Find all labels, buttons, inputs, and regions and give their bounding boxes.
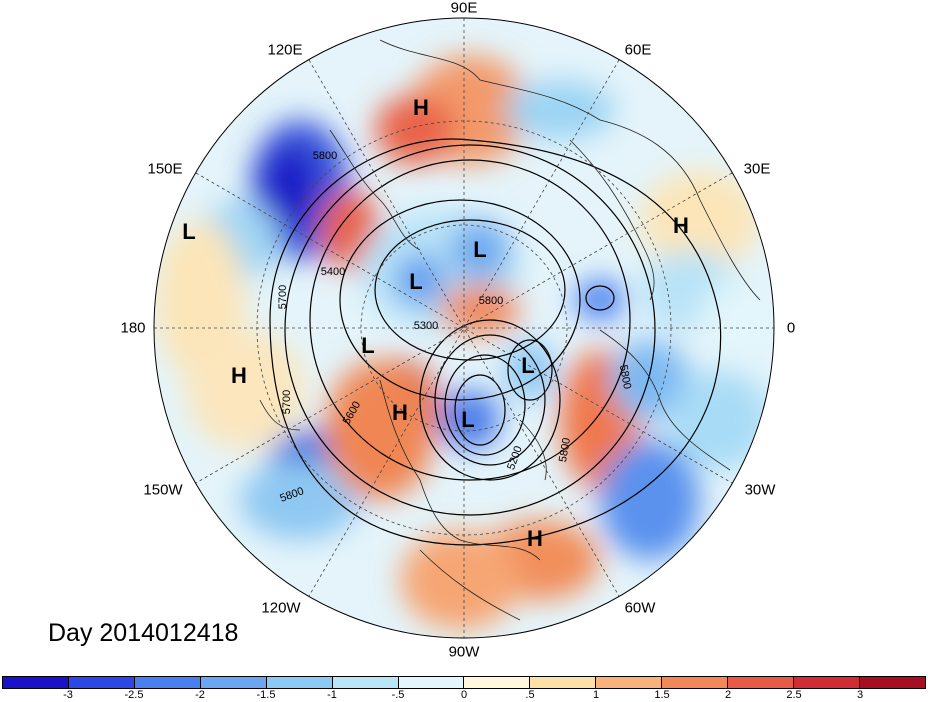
lon-label-120e: 120E	[267, 41, 303, 59]
colorbar-tick: 0	[460, 689, 468, 701]
low-pressure-marker: L	[461, 407, 475, 432]
contour-label: 5800	[312, 150, 338, 162]
colorbar-swatch	[728, 677, 795, 688]
low-pressure-marker: L	[182, 219, 196, 244]
contour-label: 5700	[281, 389, 293, 415]
lon-label-150e: 150E	[147, 160, 183, 178]
colorbar-swatch	[859, 677, 925, 688]
contour-label: 5800	[478, 295, 504, 307]
colorbar-tick: -2	[195, 689, 205, 701]
high-pressure-marker: H	[527, 526, 543, 551]
map-boundary	[153, 17, 775, 639]
colorbar-tick: 1.5	[654, 689, 670, 701]
colorbar-tick: -1	[327, 689, 337, 701]
colorbar-swatch	[596, 677, 663, 688]
colorbar-tick: 2.5	[786, 689, 802, 701]
colorbar-swatch	[68, 677, 135, 688]
lon-label-60w: 60W	[624, 599, 656, 617]
high-pressure-marker: H	[392, 400, 408, 425]
lon-label-0: 0	[786, 319, 796, 337]
colorbar-swatch	[134, 677, 201, 688]
graticule	[154, 18, 774, 638]
colorbar-tick: 1	[592, 689, 600, 701]
coastlines	[259, 39, 761, 621]
lon-label-30w: 30W	[744, 481, 776, 499]
colorbar-swatch	[794, 677, 860, 688]
colorbar-swatch	[398, 677, 465, 688]
contour-label: 5300	[413, 320, 439, 332]
colorbar-tick: -.5	[391, 689, 405, 701]
colorbar-swatch	[530, 677, 597, 688]
low-pressure-marker: L	[521, 353, 535, 378]
anomaly-field	[154, 18, 774, 638]
colorbar-swatch	[662, 677, 729, 688]
lon-label-60e: 60E	[624, 41, 652, 59]
lon-label-30e: 30E	[743, 160, 771, 178]
low-pressure-marker: L	[409, 269, 423, 294]
lon-label-150w: 150W	[143, 481, 183, 499]
colorbar-swatch	[3, 677, 69, 688]
colorbar-swatch	[200, 677, 267, 688]
high-pressure-marker: H	[413, 95, 429, 120]
colorbar-tick: -2.5	[124, 689, 144, 701]
colorbar-tick: -1.5	[256, 689, 276, 701]
colorbar-tick: -3	[63, 689, 73, 701]
lon-label-90w: 90W	[448, 643, 480, 661]
colorbar-swatch	[266, 677, 333, 688]
colorbar	[2, 676, 926, 689]
high-pressure-marker: H	[673, 213, 689, 238]
low-pressure-marker: L	[361, 333, 375, 358]
lon-label-90e: 90E	[450, 0, 478, 17]
date-title: Day 2014012418	[48, 619, 239, 647]
low-pressure-marker: L	[473, 237, 487, 262]
height-contours	[269, 138, 722, 546]
colorbar-tick: .5	[525, 689, 535, 701]
colorbar-tick: 2	[724, 689, 732, 701]
colorbar-swatch	[464, 677, 531, 688]
colorbar-tick: 3	[856, 689, 864, 701]
colorbar-swatch	[332, 677, 399, 688]
lon-label-120w: 120W	[261, 599, 301, 617]
lon-label-180: 180	[120, 319, 146, 337]
contour-label: 5700	[277, 284, 289, 310]
contour-label: 5400	[320, 266, 346, 278]
high-pressure-marker: H	[231, 363, 247, 388]
